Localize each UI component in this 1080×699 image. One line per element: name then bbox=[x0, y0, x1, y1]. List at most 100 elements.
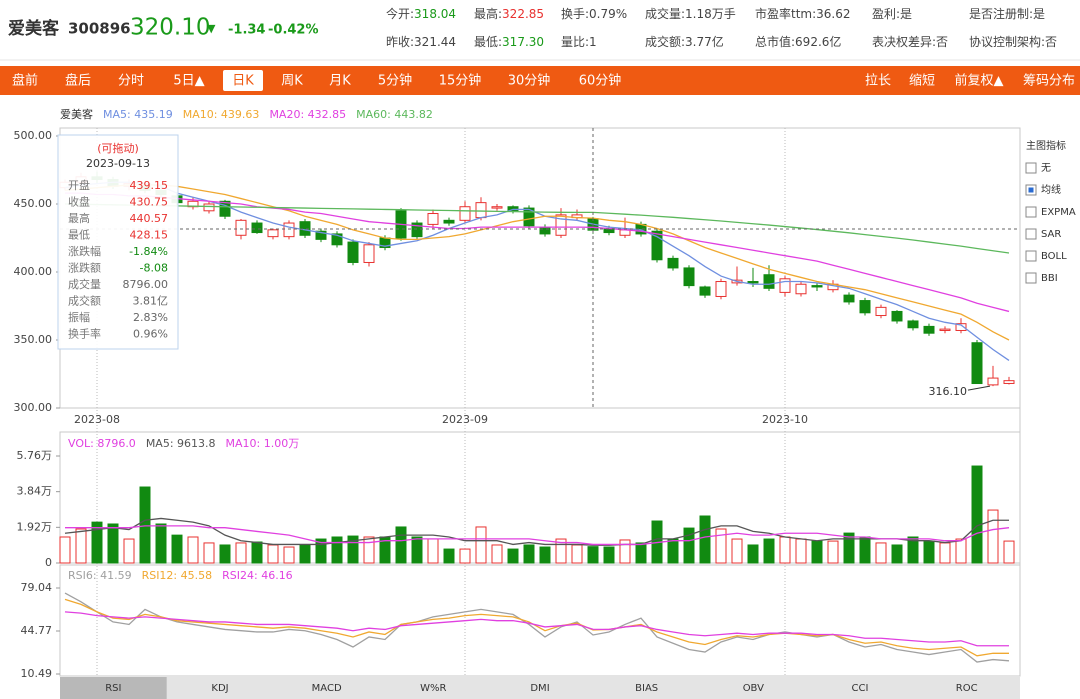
candle-body bbox=[331, 233, 343, 246]
stat: 盈利:是 bbox=[872, 7, 912, 21]
stat-label: 表决权差异: bbox=[872, 35, 936, 49]
side-title: 主图指标 bbox=[1026, 139, 1066, 152]
stat: 换手:0.79% bbox=[561, 7, 627, 21]
legend-entry: MA20: 432.85 bbox=[269, 108, 346, 121]
toolbar-item[interactable]: 盘后 bbox=[65, 73, 91, 89]
volume-bar bbox=[571, 544, 583, 564]
tab[interactable]: KDJ bbox=[211, 683, 228, 694]
toolbar-item[interactable]: 拉长 bbox=[865, 74, 891, 89]
volume-bar bbox=[363, 536, 375, 564]
toolbar bbox=[0, 66, 1080, 95]
stat: 是否注册制:是 bbox=[969, 6, 1045, 21]
candle-body bbox=[283, 222, 295, 238]
volume-bar bbox=[987, 509, 999, 564]
volume-bar bbox=[155, 523, 167, 564]
info-box bbox=[57, 134, 179, 350]
checkbox[interactable] bbox=[1025, 162, 1037, 174]
candle-body bbox=[907, 320, 919, 329]
x-tick-label: 2023-09 bbox=[442, 413, 488, 426]
volume-bar bbox=[523, 544, 535, 564]
stat: 最低:317.30 bbox=[474, 35, 544, 49]
toolbar-item[interactable]: 15分钟 bbox=[439, 73, 482, 89]
info-value: -1.84% bbox=[129, 245, 168, 258]
candle-body bbox=[1003, 380, 1015, 384]
toolbar-item[interactable]: 分时 bbox=[118, 74, 144, 89]
side-option[interactable]: SAR bbox=[1041, 229, 1061, 240]
tab[interactable]: ROC bbox=[956, 683, 978, 694]
side-option[interactable]: EXPMA bbox=[1041, 207, 1076, 218]
stat: 成交额:3.77亿 bbox=[645, 34, 724, 49]
stat-value: 否 bbox=[1045, 35, 1057, 49]
volume-bar bbox=[603, 546, 615, 564]
info-value: 428.15 bbox=[130, 229, 169, 242]
info-label: 振幅 bbox=[68, 310, 90, 324]
rsi-line bbox=[64, 592, 1010, 663]
legend-entry: MA5: 435.19 bbox=[103, 108, 173, 121]
volume-bar bbox=[843, 532, 855, 564]
toolbar-item[interactable]: 筹码分布 bbox=[1023, 73, 1075, 89]
info-label: 开盘 bbox=[68, 178, 90, 192]
toolbar-item[interactable]: 30分钟 bbox=[508, 73, 551, 89]
legend-entry: RSI24: 46.16 bbox=[222, 569, 293, 582]
y-tick-label: 400.00 bbox=[14, 265, 53, 278]
toolbar-item[interactable]: 5日▲ bbox=[173, 74, 204, 89]
toolbar-item[interactable]: 60分钟 bbox=[579, 73, 622, 89]
tab[interactable]: DMI bbox=[530, 683, 549, 694]
y-tick-label: 300.00 bbox=[14, 401, 53, 414]
price: 320.10 bbox=[130, 15, 210, 41]
checkbox[interactable] bbox=[1025, 206, 1037, 218]
change-pct: -0.42% bbox=[268, 23, 319, 38]
volume-bar bbox=[107, 523, 119, 564]
volume-bar bbox=[299, 544, 311, 564]
toolbar-item[interactable]: 缩短 bbox=[909, 73, 935, 89]
low-annotation: 316.10 bbox=[929, 385, 968, 398]
toolbar-item[interactable]: 盘前 bbox=[12, 73, 38, 89]
toolbar-item[interactable]: 周K bbox=[281, 74, 303, 89]
checkbox[interactable] bbox=[1025, 272, 1037, 284]
volume-bar bbox=[971, 465, 983, 564]
side-option[interactable]: BOLL bbox=[1041, 251, 1067, 262]
stat: 表决权差异:否 bbox=[872, 35, 948, 49]
tab[interactable]: RSI bbox=[105, 683, 121, 694]
tab[interactable]: OBV bbox=[743, 683, 764, 694]
tab[interactable]: BIAS bbox=[635, 683, 658, 694]
tab[interactable]: CCI bbox=[852, 683, 869, 694]
volume-ma-line bbox=[64, 517, 1009, 546]
stat-label: 量比: bbox=[561, 35, 589, 49]
side-option[interactable]: BBI bbox=[1041, 273, 1058, 284]
stat-label: 协议控制架构: bbox=[969, 34, 1045, 49]
toolbar-item[interactable]: 月K bbox=[329, 74, 351, 89]
volume-bar bbox=[123, 538, 135, 564]
stat-value: 36.62 bbox=[816, 7, 850, 21]
toolbar-item[interactable]: 5分钟 bbox=[378, 73, 412, 89]
side-option[interactable]: 无 bbox=[1041, 163, 1051, 174]
overlay-layer: 爱美客 300896 320.10▼ -1.34 -0.42%今开:318.04 最高:3… bbox=[8, 6, 1076, 699]
stat: 今开:318.04 bbox=[386, 6, 456, 21]
tab[interactable]: MACD bbox=[312, 683, 342, 694]
candle-body bbox=[219, 200, 231, 217]
stat-label: 市盈率ttm: bbox=[755, 6, 816, 21]
y-tick-label: 79.04 bbox=[21, 581, 53, 594]
info-value: 3.81亿 bbox=[133, 295, 169, 308]
candle-body bbox=[507, 206, 519, 212]
x-tick-label: 2023-10 bbox=[762, 413, 808, 426]
candle-body bbox=[875, 306, 887, 317]
side-option[interactable]: 均线 bbox=[1041, 183, 1061, 196]
checkbox[interactable] bbox=[1025, 250, 1037, 262]
candle-body bbox=[203, 203, 215, 212]
candle-body bbox=[347, 241, 359, 263]
info-value: 439.15 bbox=[130, 179, 169, 192]
checkbox[interactable] bbox=[1025, 228, 1037, 240]
toolbar-item[interactable]: 日K bbox=[232, 74, 254, 89]
tab[interactable]: W%R bbox=[420, 683, 446, 694]
info-label: 成交额 bbox=[68, 294, 101, 308]
info-label: 涨跌幅 bbox=[68, 244, 101, 258]
volume-bar bbox=[395, 526, 407, 564]
volume-bar bbox=[171, 534, 183, 564]
candle-body bbox=[779, 278, 791, 293]
stat: 总市值:692.6亿 bbox=[755, 34, 841, 49]
toolbar-item[interactable]: 前复权▲ bbox=[955, 73, 1004, 89]
candle-body bbox=[235, 219, 247, 236]
volume-bar bbox=[443, 548, 455, 564]
